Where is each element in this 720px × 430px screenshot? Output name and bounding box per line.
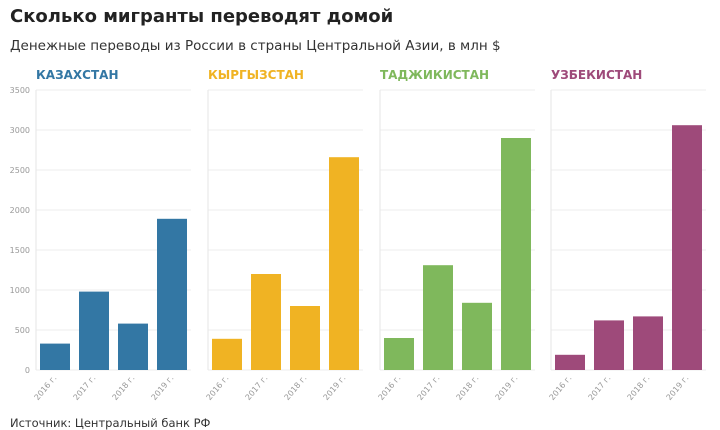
panel-title: УЗБЕКИСТАН xyxy=(551,68,642,82)
x-tick-label: 2016 г. xyxy=(548,374,574,403)
bar xyxy=(384,338,414,370)
x-tick-label: 2019 г. xyxy=(150,374,176,403)
source-note: Источник: Центральный банк РФ xyxy=(10,416,211,430)
bar xyxy=(212,338,242,370)
bar xyxy=(79,291,109,370)
bar xyxy=(462,302,492,370)
x-tick-label: 2017 г. xyxy=(587,374,613,403)
panel-2: ТАДЖИКИСТАН 2016 г. 2017 г. 2018 г. 2019 г. xyxy=(377,68,535,402)
bar xyxy=(118,323,148,370)
bar xyxy=(501,138,531,370)
y-tick-label: 3000 xyxy=(10,126,30,135)
chart-subtitle: Денежные переводы из России в страны Цен… xyxy=(10,38,501,54)
bar xyxy=(555,354,585,370)
bar xyxy=(329,157,359,370)
x-tick-label: 2016 г. xyxy=(33,374,59,403)
x-tick-label: 2019 г. xyxy=(322,374,348,403)
y-tick-label: 0 xyxy=(25,366,30,375)
panel-3: УЗБЕКИСТАН 2016 г. 2017 г. 2018 г. 2019 г. xyxy=(548,68,706,402)
x-tick-label: 2016 г. xyxy=(205,374,231,403)
bar xyxy=(40,343,70,370)
bar xyxy=(423,265,453,370)
x-tick-label: 2016 г. xyxy=(377,374,403,403)
x-tick-label: 2018 г. xyxy=(111,374,137,403)
bar xyxy=(251,274,281,370)
x-tick-label: 2017 г. xyxy=(416,374,442,403)
panel-0: КАЗАХСТАН 2016 г. 2017 г. 2018 г. 2019 г. xyxy=(33,68,191,402)
x-tick-label: 2018 г. xyxy=(626,374,652,403)
y-tick-label: 1000 xyxy=(10,286,30,295)
bar xyxy=(290,306,320,370)
y-tick-label: 2500 xyxy=(10,166,30,175)
panel-title: ТАДЖИКИСТАН xyxy=(380,68,489,82)
x-tick-label: 2018 г. xyxy=(283,374,309,403)
y-tick-label: 2000 xyxy=(10,206,30,215)
x-tick-label: 2017 г. xyxy=(244,374,270,403)
panel-title: КАЗАХСТАН xyxy=(36,68,118,82)
y-tick-label: 500 xyxy=(15,326,30,335)
y-tick-label: 3500 xyxy=(10,86,30,95)
bar xyxy=(594,320,624,370)
x-tick-label: 2017 г. xyxy=(72,374,98,403)
x-tick-label: 2019 г. xyxy=(665,374,691,403)
chart-title: Сколько мигранты переводят домой xyxy=(10,6,394,27)
x-tick-label: 2019 г. xyxy=(494,374,520,403)
y-tick-label: 1500 xyxy=(10,246,30,255)
x-tick-label: 2018 г. xyxy=(455,374,481,403)
panel-title: КЫРГЫЗСТАН xyxy=(208,68,304,82)
bar xyxy=(633,316,663,370)
panel-1: КЫРГЫЗСТАН 2016 г. 2017 г. 2018 г. 2019 г. xyxy=(205,68,363,402)
bar xyxy=(672,125,702,370)
bar xyxy=(157,218,187,370)
